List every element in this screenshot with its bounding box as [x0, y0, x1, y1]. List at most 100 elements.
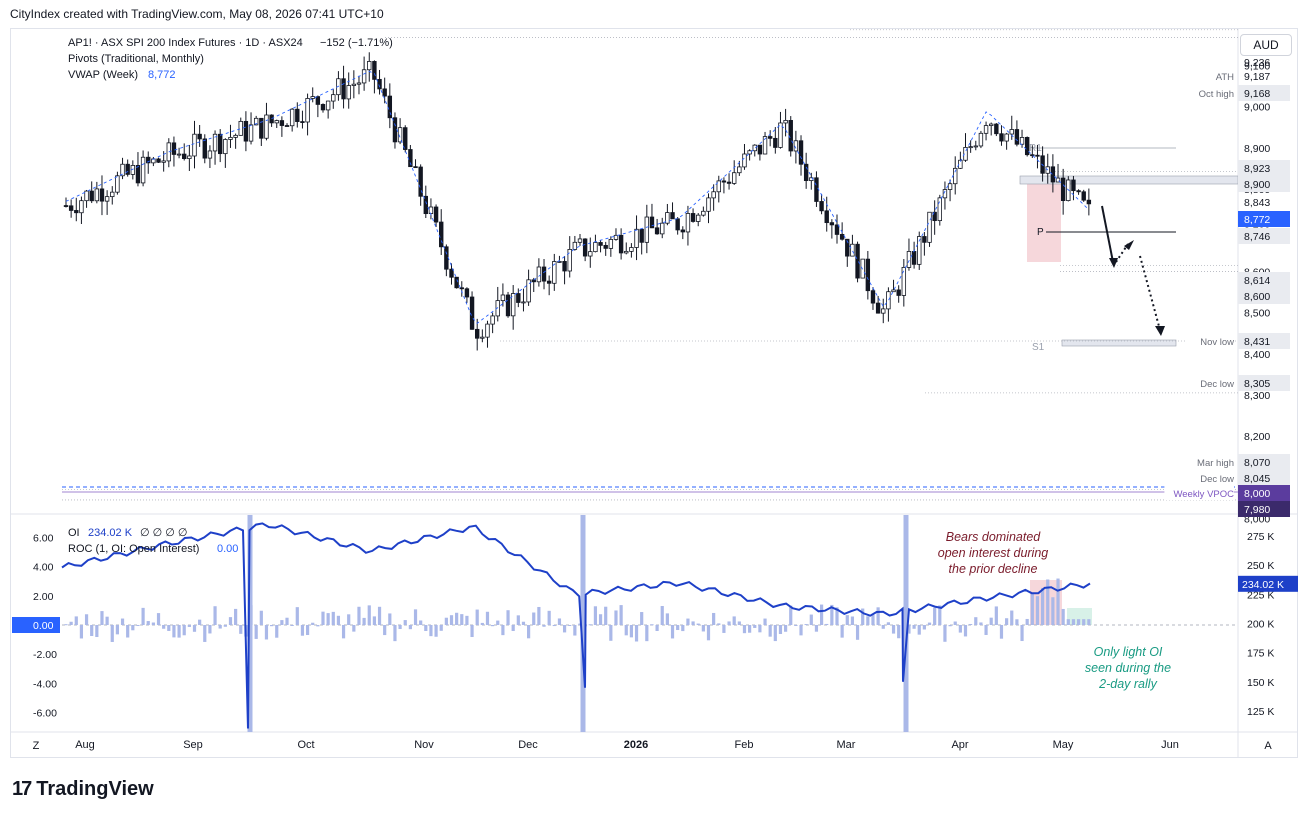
candle-body-150 [834, 224, 840, 235]
candle-body-73 [439, 221, 444, 248]
roc-bar-40 [270, 625, 274, 627]
candle-body-158 [875, 302, 881, 314]
candle-body-134 [752, 144, 757, 152]
candle-body-168 [927, 211, 932, 243]
candle-body-31 [223, 139, 228, 155]
candle-body-65 [397, 127, 403, 143]
time-label-5: 2026 [624, 739, 648, 751]
roc-bar-193 [1056, 578, 1060, 625]
candle-body-86 [505, 294, 511, 317]
roc-bar-149 [830, 604, 834, 625]
s1-zone [1061, 339, 1177, 347]
candle-body-68 [413, 166, 418, 169]
roc-spike-2 [903, 515, 909, 732]
level-note-bg-1 [1209, 69, 1234, 83]
roc-bar-74 [444, 617, 448, 625]
candle-body-43 [284, 125, 290, 127]
candle-body-22 [176, 153, 182, 156]
bear-zone-price [1027, 184, 1061, 262]
candle-body-170 [937, 197, 942, 222]
roc-bar-141 [789, 605, 793, 625]
roc-bar-18 [156, 613, 161, 625]
roc-bar-89 [521, 621, 526, 625]
roc-bar-48 [311, 622, 315, 625]
candle-body-154 [855, 243, 860, 279]
roc-bar-153 [850, 616, 855, 625]
currency-button[interactable]: AUD [1240, 34, 1292, 56]
candle-body-55 [346, 85, 351, 100]
candle-body-139 [778, 122, 783, 148]
tradingview-logo[interactable]: 17 TradingView [12, 778, 154, 800]
roc-bar-54 [341, 625, 346, 639]
light-line-3: 2-day rally [1098, 677, 1157, 691]
roc-bar-118 [670, 625, 675, 639]
roc-bar-172 [948, 625, 952, 627]
candle-body-116 [660, 222, 665, 235]
roc-bar-82 [485, 611, 490, 625]
tradingview-logo-text: TradingView [36, 777, 154, 800]
header-bar: CityIndex created with TradingView.com, … [0, 0, 1308, 28]
roc-bar-133 [748, 625, 752, 633]
candle-body-8 [104, 196, 110, 202]
candle-body-5 [89, 190, 94, 202]
oi-current-badge-bg [1238, 575, 1298, 592]
candle-body-33 [233, 134, 238, 138]
log-scale-button[interactable]: Z [33, 740, 40, 752]
price-badge-13: 8,045 [1244, 473, 1270, 485]
candle-body-109 [624, 250, 629, 254]
candle-body-90 [526, 279, 531, 303]
level-note-14: Weekly VPOC [1173, 489, 1234, 500]
candle-body-157 [870, 290, 876, 304]
candle-body-143 [798, 140, 804, 165]
candle-body-189 [1035, 154, 1040, 157]
light-line-1: Only light OI [1094, 645, 1163, 659]
oi-right-axis: 275 K 250 K 225 K 200 K 175 K 150 K 125 K 234.0… [1238, 531, 1298, 718]
roc-bar-136 [763, 618, 767, 625]
candle-body-56 [351, 83, 357, 86]
roc-bar-77 [460, 614, 464, 625]
candle-body-29 [212, 133, 218, 152]
roc-bar-197 [1076, 619, 1081, 625]
candle-body-51 [325, 100, 331, 111]
candle-body-46 [300, 121, 305, 123]
price-tick-2: 8,900 [1244, 143, 1270, 155]
chart-frame [10, 28, 1298, 758]
roc-bar-189 [1035, 596, 1040, 625]
auto-scale-button[interactable]: A [1264, 740, 1272, 752]
candle-body-34 [238, 120, 243, 136]
candle-body-70 [423, 195, 428, 215]
candle-body-74 [444, 246, 449, 270]
roc-bar-60 [372, 616, 376, 625]
candle-body-165 [911, 251, 917, 265]
roc-bar-175 [963, 625, 968, 637]
roc-bar-71 [429, 625, 433, 637]
price-badge-1: 9,187 [1244, 71, 1270, 83]
price-badge-bg-14 [1238, 485, 1290, 501]
roc-bar-130 [732, 616, 736, 625]
roc-bar-49 [316, 625, 320, 627]
candle-body-38 [259, 117, 264, 139]
roc-bar-98 [568, 625, 572, 626]
roc-bar-94 [547, 610, 551, 625]
candle-body-35 [243, 120, 249, 142]
header-attribution: CityIndex created with TradingView.com, … [10, 7, 384, 21]
vwap-line [65, 70, 1090, 325]
roc-bar-37 [254, 625, 258, 639]
roc-bar-81 [480, 622, 484, 625]
level-lines [62, 29, 1238, 501]
roc-bar-56 [352, 625, 356, 632]
roc-bar-57 [357, 606, 361, 625]
candle-body-124 [701, 210, 706, 216]
candle-body-104 [598, 242, 603, 246]
roc-bar-84 [496, 620, 500, 625]
legend-vwap-value: 8,772 [148, 69, 176, 81]
roc-bar-166 [917, 625, 921, 635]
roc-bar-121 [686, 618, 690, 625]
roc-bar-156 [866, 616, 870, 625]
roc-bar-62 [383, 625, 387, 636]
candle-body-14 [135, 165, 141, 184]
price-axis-badges: 9,236 9,187 ATH 9,168 Oct high 8,923 8,900 8,84… [1164, 57, 1290, 517]
candle-body-183 [1004, 133, 1009, 142]
candle-body-187 [1024, 137, 1030, 156]
